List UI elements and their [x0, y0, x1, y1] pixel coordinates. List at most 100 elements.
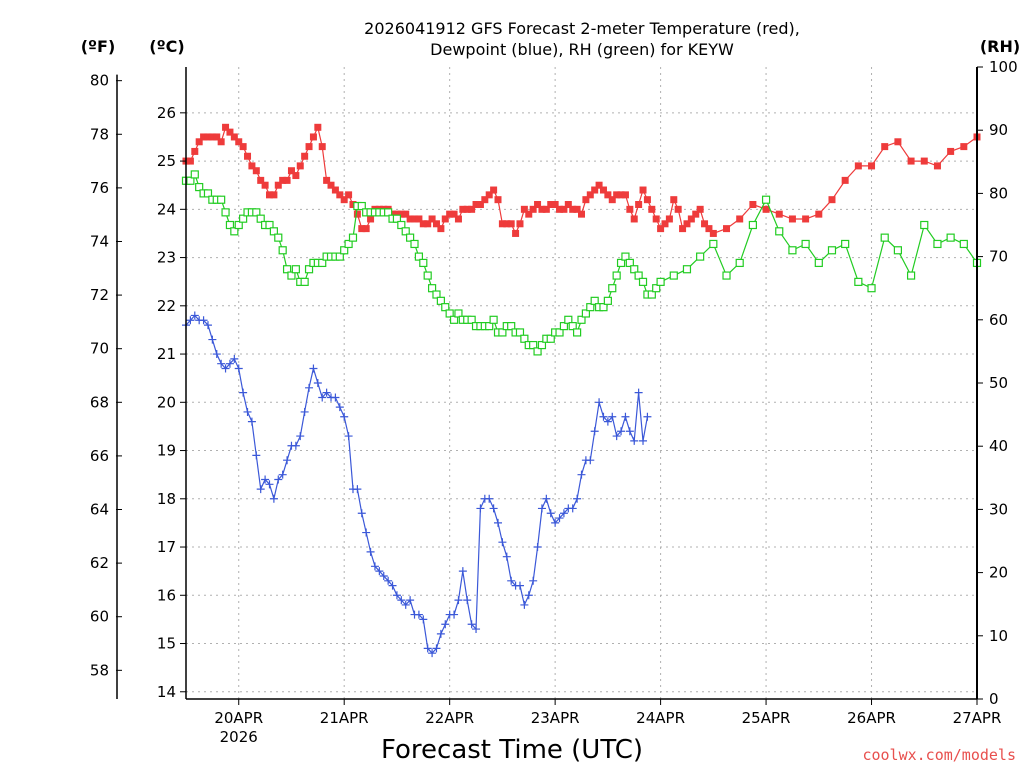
rh-point [555, 328, 564, 337]
fahrenheit-tick-label: 58 [90, 661, 109, 679]
rh-tick-label: 10 [989, 627, 1008, 645]
temperature-point [692, 210, 700, 218]
dewpoint-point [599, 412, 608, 421]
temperature-point [547, 200, 555, 208]
dewpoint-point [322, 388, 331, 397]
dewpoint-point [432, 644, 441, 653]
rh-point [656, 277, 665, 286]
x-tick-label: 23APR [531, 709, 580, 727]
temperature-point [239, 143, 247, 151]
fahrenheit-tick-label: 68 [90, 393, 109, 411]
celsius-tick-label: 15 [157, 635, 176, 653]
temperature-point [582, 196, 590, 204]
x-tick-label: 24APR [636, 709, 685, 727]
rh-point [507, 322, 516, 331]
rh-point [282, 265, 292, 274]
dewpoint-point [309, 364, 318, 373]
rh-point [841, 239, 850, 249]
rh-point [682, 265, 692, 274]
dewpoint-point [256, 485, 265, 494]
temperature-point [498, 220, 506, 228]
dewpoint-point [529, 576, 538, 585]
rh-point [621, 252, 630, 261]
temperature-point [208, 133, 216, 141]
temperature-point [323, 176, 331, 184]
temperature-point [573, 205, 581, 213]
temperature-point [393, 210, 401, 218]
rh-point [489, 315, 498, 324]
temperature-point [762, 205, 770, 213]
dewpoint-point [186, 316, 195, 325]
dewpoint-point [331, 393, 340, 402]
x-tick-label: 22APR [425, 709, 474, 727]
x-tick-sublabel: 2026 [220, 728, 258, 746]
temperature-point [828, 196, 836, 204]
temperature-point [723, 225, 731, 233]
dewpoint-point [603, 417, 612, 426]
rh-point [467, 315, 476, 324]
dewpoint-point [278, 470, 287, 479]
rh-tick-label: 80 [989, 184, 1008, 202]
dewpoint-point [625, 427, 634, 436]
rh-point [933, 239, 942, 249]
dewpoint-point [340, 412, 349, 421]
rh-point [748, 220, 757, 230]
rh-tick-label: 0 [989, 690, 999, 708]
rh-point [854, 277, 863, 286]
temperature-point [507, 220, 515, 228]
temperature-point [353, 210, 361, 218]
x-axis-title: Forecast Time (UTC) [381, 735, 643, 765]
fahrenheit-tick-label: 78 [90, 125, 109, 143]
temperature-point [512, 229, 520, 237]
rh-point [221, 208, 230, 217]
temperature-point [481, 196, 489, 204]
rh-point [761, 195, 771, 204]
temperature-point [331, 186, 339, 194]
dewpoint-point [590, 427, 599, 436]
x-tick-label: 20APR [214, 709, 263, 727]
rh-point [340, 246, 349, 255]
rh-point [893, 246, 903, 255]
temperature-point [525, 210, 533, 218]
rh-point [599, 303, 608, 312]
dewpoint-point [247, 417, 256, 426]
series-layer [181, 123, 982, 658]
temperature-point [309, 133, 317, 141]
rh-point [537, 340, 547, 350]
temperature-point [679, 225, 687, 233]
temperature-point [674, 205, 682, 213]
dewpoint-point [634, 388, 643, 397]
dewpoint-point [551, 518, 560, 527]
rh-tick-label: 60 [989, 311, 1008, 329]
temperature-point [270, 191, 278, 199]
temperature-point [252, 167, 260, 175]
rh-point [436, 296, 445, 305]
temperature-point [538, 205, 546, 213]
rh-point [529, 340, 538, 350]
dewpoint-point [370, 562, 379, 571]
temperature-point [411, 215, 419, 223]
dewpoint-point [406, 596, 415, 605]
temperature-point [591, 186, 599, 194]
celsius-tick-label: 14 [157, 683, 176, 701]
dewpoint-point [414, 610, 423, 619]
rh-point [616, 258, 626, 268]
fahrenheit-tick-label: 76 [90, 179, 109, 197]
temperature-point [472, 200, 480, 208]
temperature-point [696, 205, 704, 213]
temperature-point [490, 186, 498, 194]
temperature-point [894, 138, 902, 146]
rh-point [920, 220, 929, 230]
chart-title-line2: Dewpoint (blue), RH (green) for KEYW [430, 40, 734, 59]
rh-point [696, 252, 705, 261]
dewpoint-point [401, 600, 410, 609]
temperature-point [222, 123, 230, 131]
dewpoint-point [436, 629, 445, 638]
temperature-point [437, 225, 445, 233]
rh-point [801, 239, 810, 249]
temperature-point [195, 138, 203, 146]
rh-point [946, 233, 955, 242]
rh-point [427, 284, 437, 293]
rh-tick-label: 90 [989, 121, 1008, 139]
fahrenheit-tick-label: 62 [90, 554, 109, 572]
